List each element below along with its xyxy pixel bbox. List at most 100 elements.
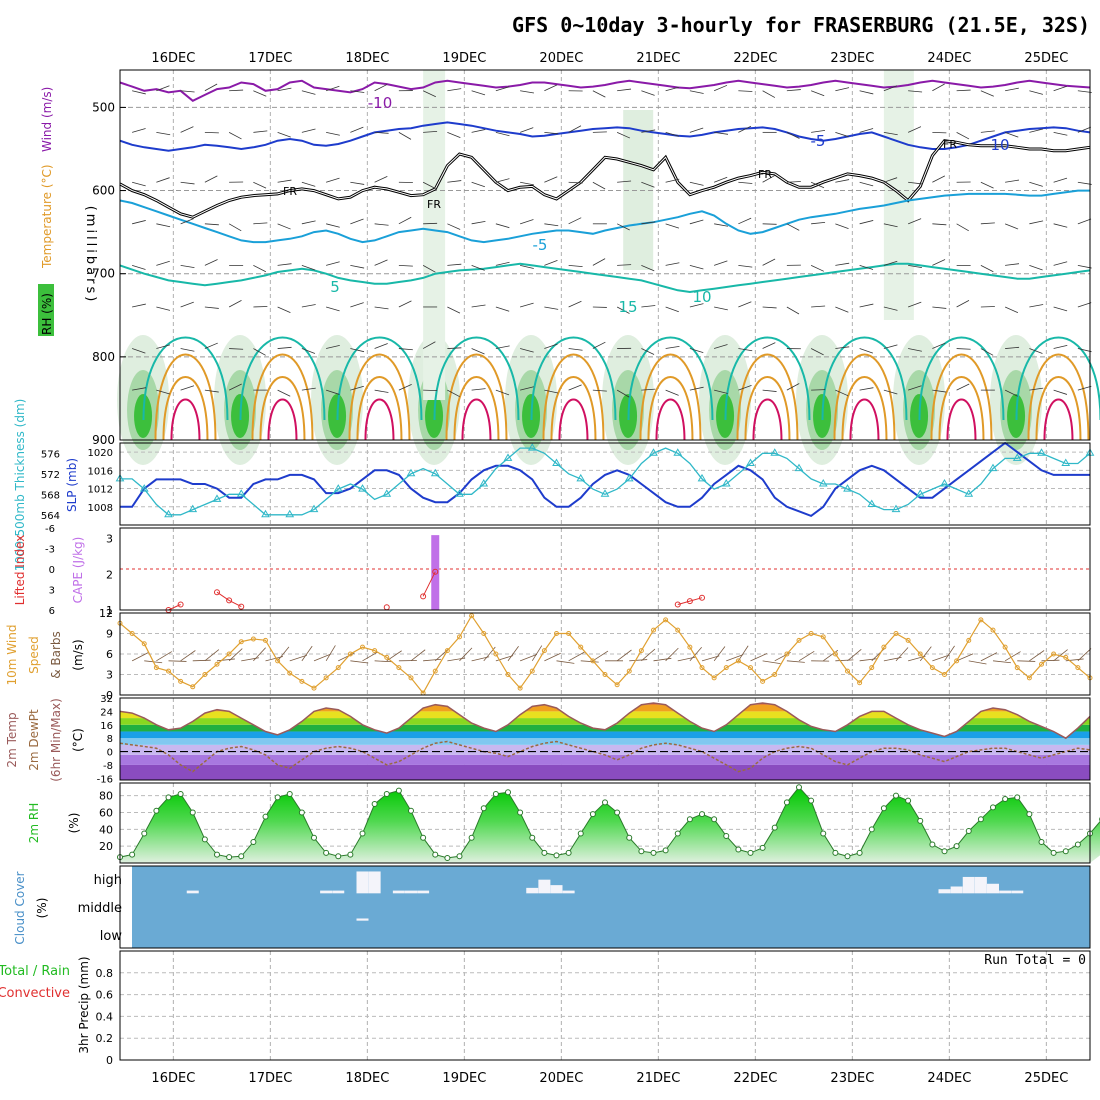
wind-barb	[592, 258, 606, 266]
wind-barb	[1053, 345, 1068, 349]
wind-barb	[350, 302, 364, 308]
wind10-point	[590, 658, 596, 664]
wind10-point	[1075, 665, 1081, 671]
rh2m-point	[298, 809, 305, 816]
wind-barb	[374, 175, 388, 183]
wind10-point	[335, 665, 341, 671]
date-label-top: 21DEC	[636, 51, 680, 66]
temp-tick-label: 8	[107, 734, 113, 745]
wind-barb	[277, 346, 292, 349]
wind10-point	[820, 634, 826, 640]
temperature-contour-low	[267, 398, 298, 441]
cloud-axis-label: (%)	[35, 898, 49, 919]
wind10-point	[505, 672, 511, 677]
wind-barb	[277, 223, 291, 230]
temp2m-line	[119, 702, 1091, 740]
thickness-line	[120, 447, 1091, 516]
wind-barb	[301, 128, 316, 133]
thickness-point	[867, 499, 877, 507]
freezing-level-inner	[119, 140, 1091, 218]
wind-barb	[1077, 90, 1092, 93]
wind-barb	[398, 384, 412, 391]
wind-barb	[132, 90, 146, 95]
thickness-point	[382, 489, 392, 497]
wind10-point	[1014, 665, 1020, 671]
rh2m-point	[359, 830, 366, 837]
wind-barb	[447, 347, 462, 349]
wind-barb	[786, 181, 801, 183]
wind-barb	[713, 84, 728, 92]
rh2m-point	[383, 790, 390, 797]
lifted-index-point	[226, 597, 233, 604]
thickness-point	[697, 473, 707, 482]
wind-barb	[980, 222, 995, 225]
wind10-point	[481, 631, 487, 636]
rh2m-point	[262, 813, 269, 820]
wind10-barb	[228, 648, 243, 662]
contour-label: 15	[618, 298, 637, 316]
wind-barb	[253, 222, 268, 225]
temperature-contour-low	[841, 376, 888, 441]
wind-barb	[228, 383, 242, 391]
cloud-row-label: middle	[78, 901, 122, 916]
wind-barb	[907, 301, 922, 308]
wind10-point	[772, 672, 778, 677]
wind-barb	[835, 262, 850, 266]
temperature-contour-low	[1015, 336, 1100, 421]
temp-band	[120, 718, 1090, 725]
wind-axis-label: (m/s)	[71, 639, 85, 670]
wind-barb	[980, 181, 994, 189]
date-label-top: 16DEC	[151, 51, 195, 66]
wind-barb	[277, 87, 292, 92]
wind10-point	[857, 680, 863, 686]
li-tick-label: 6	[49, 606, 55, 617]
wind-barb	[908, 264, 923, 268]
wind10-barb	[653, 657, 672, 662]
wind10-barb	[616, 649, 632, 662]
wind-barb	[544, 84, 558, 92]
wind-barb	[956, 89, 971, 92]
temp-tick-label: 24	[100, 707, 113, 718]
wind-barb	[883, 85, 898, 92]
wind10-barb	[774, 652, 791, 662]
wind10-barb	[932, 654, 950, 662]
cape-tick-label: 3	[106, 533, 113, 546]
wind-barb	[568, 125, 582, 133]
cloud-block	[962, 876, 975, 894]
wind10-barb	[156, 651, 173, 662]
wind10-point	[832, 651, 838, 657]
wind-barb	[495, 131, 510, 137]
lifted-index-point	[238, 603, 245, 610]
thickness-point	[503, 453, 513, 461]
rh2m-point	[1074, 841, 1081, 848]
wind-barb	[301, 265, 316, 271]
rh2m-point	[686, 816, 693, 823]
wind-barb	[689, 181, 704, 186]
rh2m-point	[880, 805, 887, 812]
wind10-barb	[277, 646, 290, 662]
wind-barb	[204, 389, 219, 393]
wind-barb	[762, 90, 776, 98]
wind-barb	[495, 261, 510, 266]
wind-barb	[204, 342, 218, 349]
cloud-row-label: high	[94, 873, 122, 888]
wind-barb	[301, 387, 316, 391]
wind-barb	[883, 389, 898, 395]
wind-barb	[471, 348, 485, 355]
date-label-bottom: 24DEC	[927, 1071, 971, 1086]
wind-barb	[835, 131, 849, 138]
rh2m-point	[808, 797, 815, 804]
wind-barb	[277, 179, 292, 183]
cloud-block	[368, 871, 381, 894]
wind-barb	[835, 179, 850, 183]
wind-barb	[714, 344, 728, 349]
wind-barb	[616, 223, 630, 231]
wind10-barb	[410, 649, 426, 662]
date-label-bottom: 23DEC	[830, 1071, 874, 1086]
rh2m-point	[941, 848, 948, 855]
wind-barb	[811, 221, 826, 225]
wind10-point	[699, 665, 705, 671]
right-tick-label: 1016	[88, 466, 113, 477]
wind-barb	[325, 85, 340, 92]
wind10-line	[119, 614, 1091, 695]
